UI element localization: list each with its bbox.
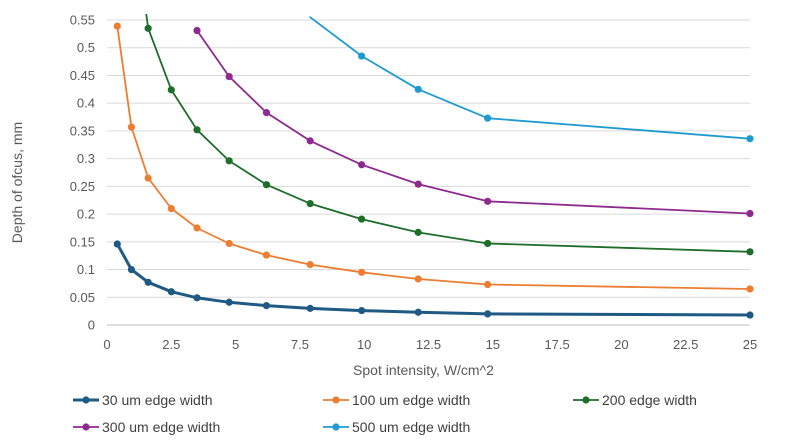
x-tick-label: 5 — [232, 337, 239, 352]
data-point — [484, 239, 492, 248]
series-line — [309, 16, 751, 140]
x-tick-label: 20 — [614, 337, 628, 352]
data-point — [358, 215, 366, 223]
data-point — [193, 26, 201, 35]
x-tick-label: 25 — [743, 337, 757, 352]
data-point — [193, 224, 201, 232]
legend-item-4: 300 um edge width — [73, 419, 220, 435]
x-tick-label: 22.5 — [673, 337, 698, 352]
data-point — [167, 204, 175, 213]
legend-item-1: 30 um edge width — [73, 392, 213, 408]
data-point — [414, 308, 422, 316]
y-tick-label: 0.35 — [70, 123, 95, 138]
data-point — [127, 123, 136, 131]
data-point — [484, 197, 492, 205]
legend-swatch-marker — [582, 396, 590, 404]
y-tick-label: 0.05 — [70, 290, 95, 305]
series-5 — [309, 16, 754, 143]
y-tick-label: 0.55 — [70, 13, 95, 28]
legend-label: 300 um edge width — [102, 419, 220, 435]
legend-label: 30 um edge width — [102, 392, 213, 408]
legend-label: 100 um edge width — [352, 392, 470, 408]
y-tick-label: 0.15 — [70, 234, 95, 249]
series-4 — [193, 26, 754, 218]
series-line — [196, 29, 751, 215]
series-1 — [113, 240, 754, 319]
y-tick-label: 0.5 — [77, 40, 95, 55]
series-3 — [144, 14, 754, 256]
legend: 30 um edge width 100 um edge width 200 edg… — [73, 392, 697, 435]
legend-swatch-marker — [82, 423, 90, 431]
legend-swatch-marker — [332, 396, 340, 404]
data-point — [144, 24, 152, 32]
data-point — [746, 285, 754, 293]
data-point — [306, 304, 314, 312]
data-point — [225, 157, 233, 165]
y-axis-title: Depth of ofcus, mm — [9, 122, 25, 243]
x-tick-label: 17.5 — [544, 337, 569, 352]
x-tick-label: 2.5 — [162, 337, 180, 352]
legend-swatch-marker — [332, 423, 340, 431]
data-point — [306, 260, 314, 269]
x-tick-label: 0 — [103, 337, 110, 352]
data-point — [484, 310, 492, 318]
y-tick-label: 0.1 — [77, 262, 95, 277]
data-point — [113, 22, 121, 30]
y-tick-label: 0.3 — [77, 151, 95, 166]
x-tick-label: 15 — [486, 337, 500, 352]
x-tick-label: 7.5 — [291, 337, 309, 352]
legend-label: 500 um edge width — [352, 419, 470, 435]
data-point — [225, 298, 233, 306]
data-point — [414, 228, 422, 236]
data-point — [358, 306, 366, 315]
data-point — [358, 161, 366, 169]
data-point — [414, 275, 422, 283]
data-point — [225, 72, 233, 81]
data-point — [746, 209, 754, 218]
data-point — [167, 86, 175, 94]
legend-label: 200 edge width — [602, 392, 697, 408]
data-point — [127, 265, 136, 274]
data-point — [262, 251, 271, 259]
x-tick-label: 10 — [357, 337, 371, 352]
data-point — [414, 180, 422, 188]
y-tick-label: 0.2 — [77, 207, 95, 222]
legend-item-3: 200 edge width — [573, 392, 697, 408]
data-point — [262, 109, 271, 117]
data-point — [414, 85, 422, 93]
data-point — [746, 248, 754, 256]
data-point — [484, 280, 492, 289]
data-point — [306, 137, 314, 145]
legend-swatch-marker — [82, 396, 90, 404]
legend-item-2: 100 um edge width — [323, 392, 470, 408]
data-point — [358, 268, 366, 276]
data-point — [306, 199, 314, 208]
data-point — [262, 181, 271, 189]
axes: 0 0.05 0.1 0.15 0.2 0.25 0.3 0.35 0.4 0.45 0.5 0.55… — [9, 13, 757, 379]
y-tick-label: 0 — [88, 318, 95, 333]
y-tick-label: 0.25 — [70, 179, 95, 194]
data-point — [193, 294, 201, 302]
data-point — [144, 278, 152, 286]
series-2 — [113, 22, 754, 293]
data-point — [262, 301, 271, 310]
series-line — [116, 25, 751, 290]
data-point — [358, 52, 366, 60]
data-point — [167, 288, 175, 296]
data-point — [225, 239, 233, 248]
data-point — [193, 126, 201, 134]
y-tick-label: 0.45 — [70, 68, 95, 83]
data-point — [144, 174, 152, 182]
x-axis-title: Spot intensity, W/cm^2 — [353, 362, 494, 378]
x-tick-label: 12.5 — [416, 337, 441, 352]
data-point — [746, 311, 754, 319]
legend-item-5: 500 um edge width — [323, 419, 470, 435]
data-point — [746, 135, 754, 143]
series-layer — [113, 14, 754, 319]
data-point — [484, 114, 492, 122]
y-tick-label: 0.4 — [77, 96, 95, 111]
data-point — [113, 240, 121, 248]
